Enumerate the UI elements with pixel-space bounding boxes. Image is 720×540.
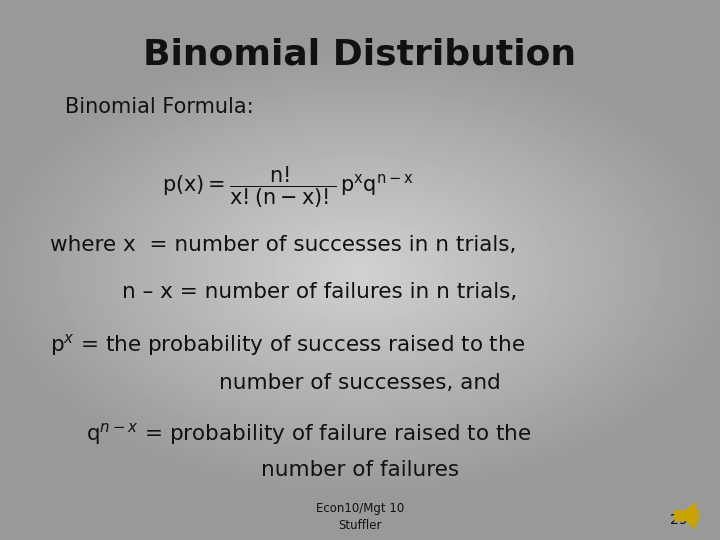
Text: 29: 29 [670,512,688,526]
Text: q$^{n-x}$ = probability of failure raised to the: q$^{n-x}$ = probability of failure raise… [86,421,531,447]
Text: number of successes, and: number of successes, and [219,373,501,393]
Text: p$^x$ = the probability of success raised to the: p$^x$ = the probability of success raise… [50,332,526,358]
Text: Econ10/Mgt 10
Stuffler: Econ10/Mgt 10 Stuffler [316,502,404,532]
Text: Binomial Distribution: Binomial Distribution [143,38,577,72]
Text: where x  = number of successes in n trials,: where x = number of successes in n trial… [50,235,517,255]
Text: $\mathrm{p(x) = \dfrac{n!}{x!(n - x)!}\,p^x q^{n-x}}$: $\mathrm{p(x) = \dfrac{n!}{x!(n - x)!}\,… [162,165,414,210]
Text: n – x = number of failures in n trials,: n – x = number of failures in n trials, [122,282,518,302]
Polygon shape [675,503,696,529]
Text: Binomial Formula:: Binomial Formula: [65,97,253,117]
Text: number of failures: number of failures [261,460,459,480]
